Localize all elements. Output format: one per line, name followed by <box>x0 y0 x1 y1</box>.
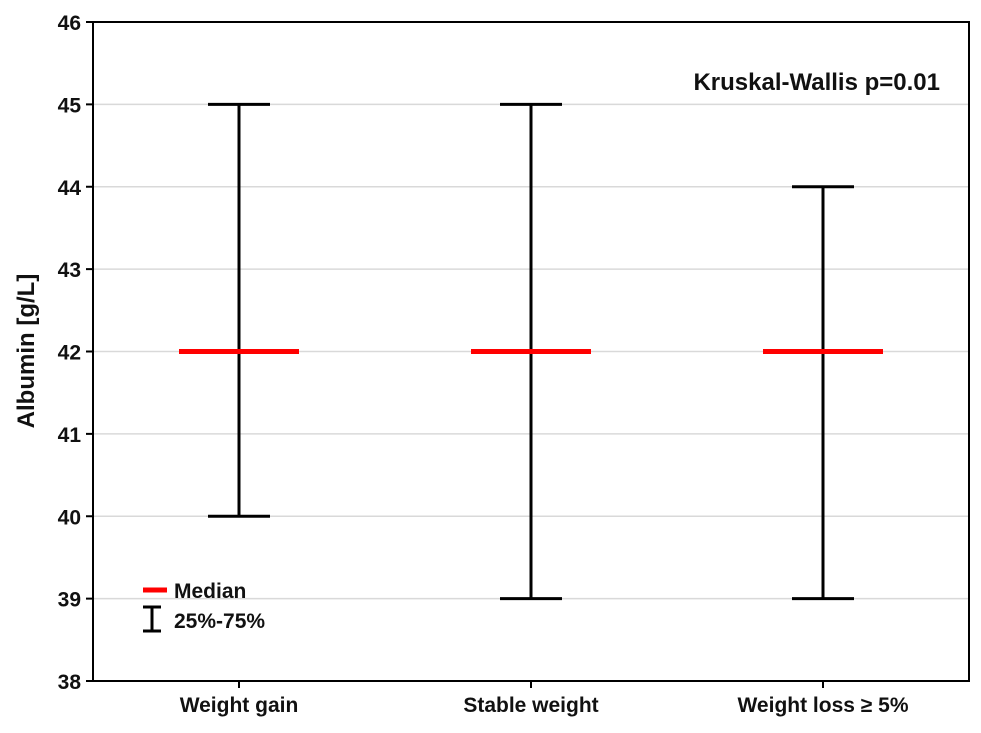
y-tick-label-38: 38 <box>58 671 82 694</box>
legend-errorbar-swatch <box>143 605 161 633</box>
legend-range-label: 25%-75% <box>174 610 265 633</box>
y-tick-label-40: 40 <box>58 506 81 529</box>
plot-frame <box>92 21 970 682</box>
range-bar-2 <box>792 185 854 601</box>
y-tick-label-43: 43 <box>58 259 81 282</box>
y-tick-label-45: 45 <box>58 94 82 117</box>
range-bar-0 <box>208 102 270 518</box>
y-tick-label-44: 44 <box>58 177 82 200</box>
kruskal-wallis-annotation: Kruskal-Wallis p=0.01 <box>693 69 940 96</box>
y-axis-title: Albumin [g/L] <box>13 274 40 429</box>
y-tick-label-41: 41 <box>58 424 82 447</box>
legend: Median 25%-75% <box>143 580 265 633</box>
x-category-label-2: Weight loss ≥ 5% <box>737 694 908 717</box>
y-axis-ticks: 38 39 40 41 42 43 44 45 46 <box>58 12 93 694</box>
x-axis-categories: Weight gain Stable weight Weight loss ≥ 5% <box>180 681 909 717</box>
y-tick-label-46: 46 <box>58 12 81 35</box>
x-category-label-1: Stable weight <box>463 694 598 717</box>
x-category-label-0: Weight gain <box>180 694 299 717</box>
legend-median-label: Median <box>174 580 246 603</box>
range-bars <box>208 102 854 601</box>
y-tick-label-39: 39 <box>58 589 81 612</box>
y-tick-label-42: 42 <box>58 342 81 365</box>
